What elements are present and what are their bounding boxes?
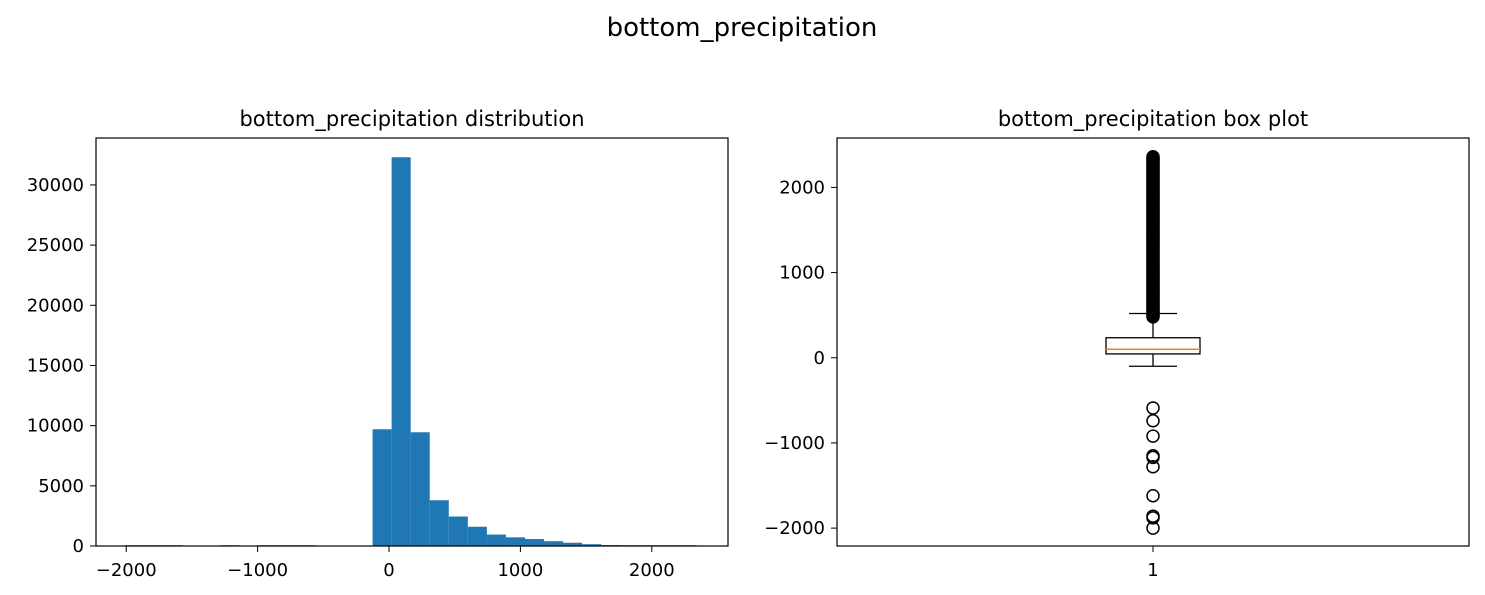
boxplot-x-ticks: 1 xyxy=(1147,546,1159,581)
boxplot-outlier xyxy=(1146,414,1160,428)
boxplot-outlier xyxy=(1146,149,1160,164)
boxplot-y-tick-label: 0 xyxy=(814,348,825,369)
histogram-bar xyxy=(524,539,545,546)
histogram-bar xyxy=(505,537,525,546)
boxplot-marks xyxy=(1105,149,1201,535)
boxplot-y-ticks: −2000 −1000 0 1000 2000 xyxy=(764,177,837,539)
histogram-bar xyxy=(391,157,411,546)
histogram-y-tick-label: 25000 xyxy=(27,235,84,256)
boxplot-box xyxy=(1105,337,1201,355)
histogram-bar xyxy=(582,544,602,546)
histogram-bar xyxy=(448,516,468,546)
histogram-bars xyxy=(124,157,697,546)
histogram-x-tick-label: 0 xyxy=(383,560,394,581)
histogram-y-tick-label: 10000 xyxy=(27,416,84,437)
histogram-plot-frame xyxy=(95,137,729,547)
histogram-y-tick-label: 0 xyxy=(73,536,84,557)
boxplot-y-tick-label: 2000 xyxy=(779,177,825,198)
boxplot-outlier xyxy=(1146,429,1160,443)
boxplot-y-tick-label: −2000 xyxy=(764,518,825,539)
boxplot-outlier xyxy=(1146,521,1160,535)
histogram-y-tick-label: 15000 xyxy=(27,355,84,376)
histogram-y-ticks: 0 5000 10000 15000 20000 25000 30000 xyxy=(27,175,96,557)
histogram-x-tick-label: 1000 xyxy=(497,560,543,581)
histogram-bar xyxy=(563,542,583,546)
histogram-bar xyxy=(429,500,449,546)
histogram-bar xyxy=(410,432,430,546)
histogram-y-tick-label: 5000 xyxy=(38,476,84,497)
histogram-x-tick-label: 2000 xyxy=(629,560,675,581)
histogram-bar xyxy=(544,541,564,546)
figure-suptitle: bottom_precipitation xyxy=(607,13,878,43)
boxplot-outlier xyxy=(1146,511,1160,525)
boxplot-x-tick-label: 1 xyxy=(1147,560,1158,581)
boxplot-outlier xyxy=(1146,450,1160,465)
histogram-y-tick-label: 20000 xyxy=(27,295,84,316)
boxplot-outlier xyxy=(1146,460,1160,474)
histogram-x-ticks: −2000 −1000 0 1000 2000 xyxy=(96,546,675,581)
histogram-bar xyxy=(372,429,392,546)
histogram-y-tick-label: 30000 xyxy=(27,175,84,196)
histogram-bar xyxy=(467,526,487,546)
boxplot-plot-frame xyxy=(836,137,1470,547)
histogram-bar xyxy=(486,534,506,546)
boxplot-outlier xyxy=(1146,401,1160,415)
boxplot-y-tick-label: 1000 xyxy=(779,263,825,284)
histogram-x-tick-label: −1000 xyxy=(227,560,288,581)
histogram-chart: bottom_precipitation distribution −2000−… xyxy=(27,107,729,581)
boxplot-chart: bottom_precipitation box plot −2000 −1000… xyxy=(764,107,1470,581)
boxplot-title: bottom_precipitation box plot xyxy=(998,107,1308,132)
histogram-title: bottom_precipitation distribution xyxy=(239,107,584,132)
boxplot-outlier xyxy=(1146,488,1160,503)
boxplot-y-tick-label: −1000 xyxy=(764,433,825,454)
histogram-x-tick-label: −2000 xyxy=(96,560,157,581)
